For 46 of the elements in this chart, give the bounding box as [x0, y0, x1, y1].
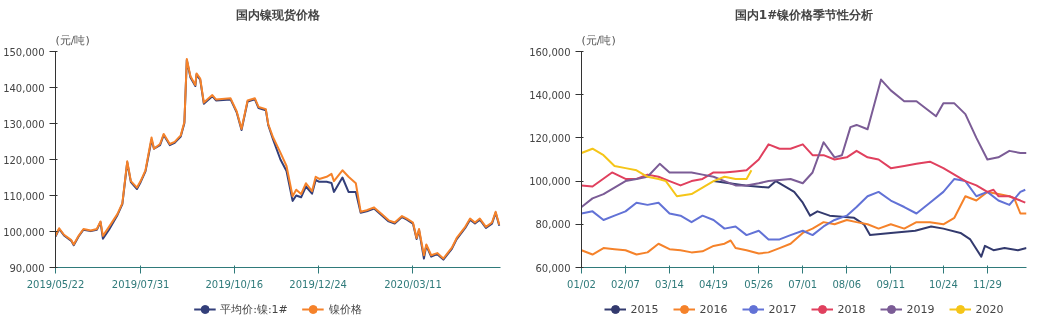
x-tick-label: 04/19: [699, 278, 728, 290]
legend-label: 2018: [837, 302, 866, 316]
x-tick-label: 10/24: [928, 278, 958, 290]
legend-label: 镍价格: [328, 301, 362, 317]
legend-label: 2020: [975, 302, 1004, 316]
line-series: [581, 177, 1027, 241]
y-tick-label: 60,000: [535, 262, 571, 274]
line-series: [581, 147, 753, 198]
x-tick-label: 05/26: [744, 278, 774, 290]
y-axis-title: (元/吨): [55, 33, 90, 47]
y-axis-title: (元/吨): [581, 33, 616, 47]
x-tick-label: 2019/05/22: [26, 278, 85, 290]
x-tick-label: 01/02: [567, 278, 596, 290]
legend-label: 2019: [906, 302, 935, 316]
y-tick-label: 150,000: [3, 46, 45, 58]
line-series: [581, 190, 1027, 256]
y-tick-label: 120,000: [3, 154, 45, 166]
line-series: [712, 180, 1027, 258]
x-tick-label: 09/11: [876, 278, 906, 290]
legend-label: 2017: [768, 302, 797, 316]
y-tick-label: 110,000: [3, 190, 45, 202]
y-tick-label: 90,000: [9, 262, 45, 274]
x-tick-label: 11/29: [972, 278, 1002, 290]
y-tick-label: 100,000: [529, 176, 571, 188]
y-tick-label: 130,000: [3, 118, 45, 130]
legend-label: 2015: [630, 302, 659, 316]
chart-title: 国内镍现货价格: [236, 7, 321, 22]
x-tick-label: 2019/10/16: [205, 278, 264, 290]
legend-label: 2016: [699, 302, 728, 316]
legend-label: 平均价:镍:1#: [220, 301, 288, 317]
chart-title: 国内1#镍价格季节性分析: [734, 7, 874, 22]
x-tick-label: 2020/03/11: [384, 278, 442, 290]
line-series: [581, 143, 1027, 204]
x-tick-label: 07/01: [788, 278, 818, 290]
y-tick-label: 80,000: [535, 219, 571, 231]
y-tick-label: 120,000: [529, 132, 571, 144]
x-tick-label: 03/14: [655, 278, 684, 290]
y-tick-label: 160,000: [529, 46, 571, 58]
x-tick-label: 2019/12/24: [289, 278, 347, 290]
x-tick-label: 08/06: [832, 278, 862, 290]
y-tick-label: 100,000: [3, 226, 45, 238]
x-tick-label: 2019/07/31: [111, 278, 170, 290]
line-series: [581, 78, 1027, 209]
x-tick-label: 02/07: [611, 278, 640, 290]
y-tick-label: 140,000: [3, 82, 45, 94]
y-tick-label: 140,000: [529, 89, 571, 101]
